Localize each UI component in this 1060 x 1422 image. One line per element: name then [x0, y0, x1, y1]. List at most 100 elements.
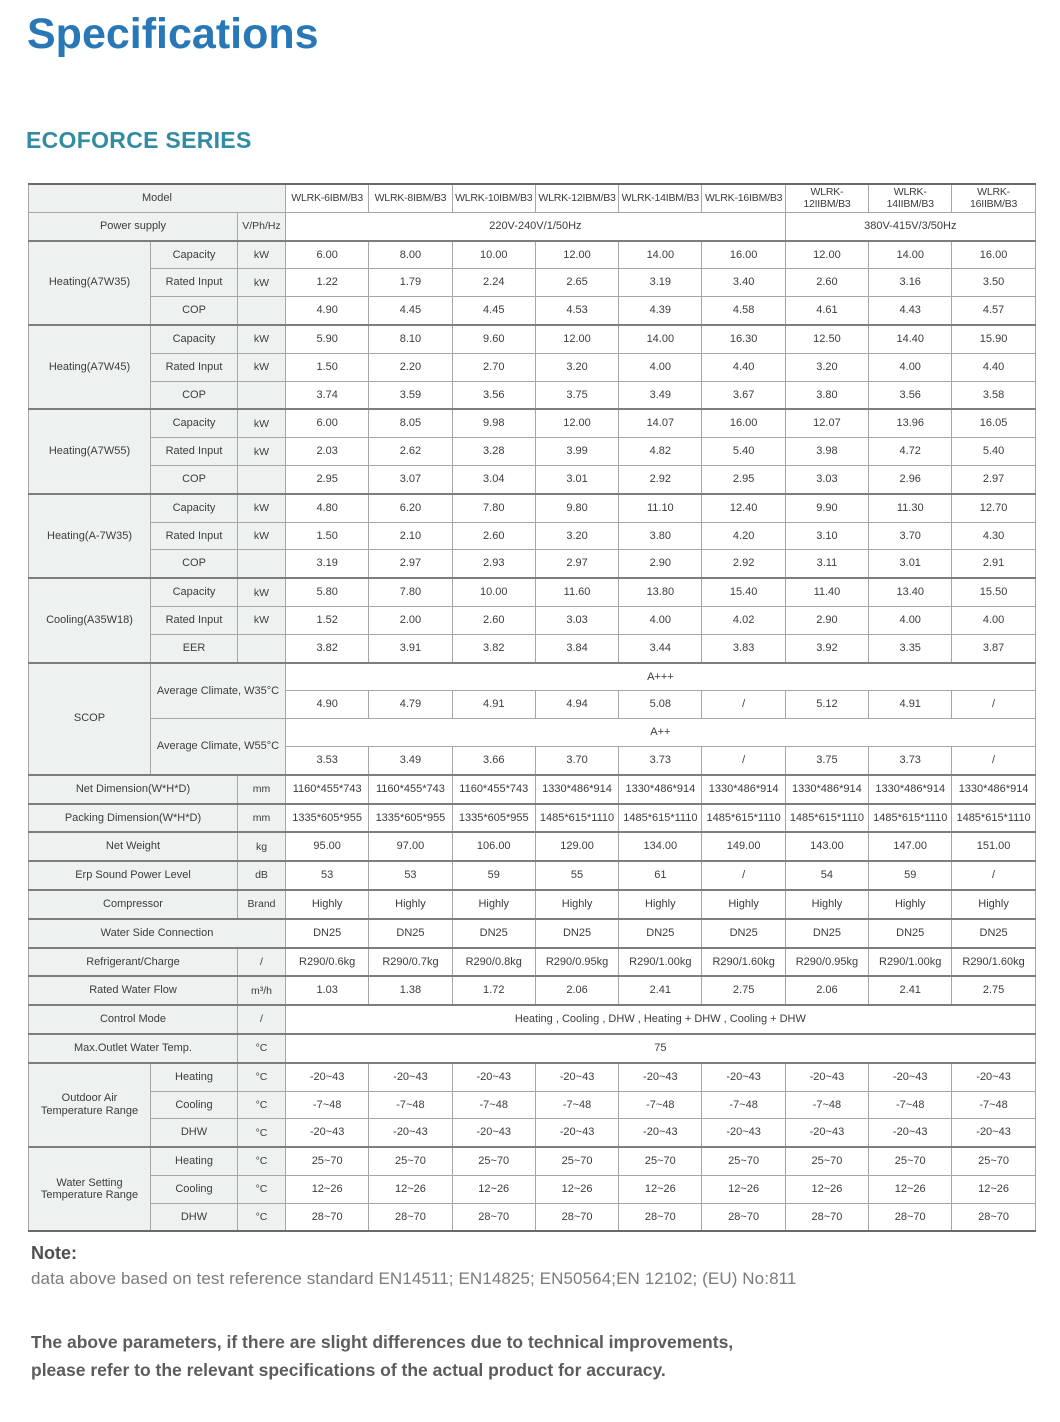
spec-value: 14.07 — [618, 408, 703, 439]
spec-value: / — [951, 860, 1036, 891]
row-label: Water Side Connection — [28, 917, 286, 949]
row-label: Net Dimension(W*H*D) — [28, 773, 238, 805]
spec-value: 147.00 — [868, 831, 953, 862]
page-title: Specifications — [27, 10, 319, 58]
spec-value: 2.97 — [951, 464, 1036, 495]
spec-value: 2.75 — [951, 975, 1036, 1006]
spec-value: 4.02 — [701, 605, 786, 635]
spec-value: 5.08 — [618, 690, 703, 720]
spec-value: 3.80 — [784, 380, 870, 410]
spec-value: 151.00 — [951, 831, 1036, 862]
spec-value: 14.00 — [868, 239, 953, 270]
spec-value: 3.82 — [284, 633, 370, 664]
note-text: data above based on test reference stand… — [31, 1269, 797, 1288]
spec-value: -20~43 — [784, 1118, 870, 1148]
row-unit: °C — [237, 1118, 286, 1148]
spec-value: R290/0.6kg — [284, 946, 370, 977]
spec-value: 4.43 — [868, 296, 953, 326]
row-label: Capacity — [150, 239, 238, 270]
row-label: Cooling — [150, 1174, 238, 1204]
spec-value: 4.61 — [784, 296, 870, 326]
row-label: Max.Outlet Water Temp. — [28, 1032, 238, 1064]
spec-value: 1485*615*1110 — [534, 802, 620, 833]
spec-value: 1.50 — [284, 352, 370, 382]
spec-value: 3.66 — [451, 745, 536, 776]
spec-value: 25~70 — [784, 1146, 870, 1176]
row-unit: °C — [237, 1032, 286, 1064]
spec-value: 4.40 — [951, 352, 1036, 382]
spec-value: -7~48 — [784, 1090, 870, 1120]
spec-value: DN25 — [618, 917, 703, 949]
spec-value: 2.92 — [618, 464, 703, 495]
spec-span-value: 75 — [285, 1032, 1036, 1064]
group-label: Heating(A7W45) — [28, 323, 151, 410]
spec-value: -20~43 — [784, 1061, 870, 1092]
spec-value: 4.00 — [951, 605, 1036, 635]
spec-value: 2.90 — [618, 549, 703, 579]
row-unit: / — [237, 1004, 286, 1035]
spec-table: Model WLRK-6IBM/B3 WLRK-8IBM/B3 WLRK-10IBM/… — [28, 183, 1036, 1233]
spec-value: -20~43 — [951, 1118, 1036, 1148]
spec-value: -7~48 — [868, 1090, 953, 1120]
spec-value: 8.00 — [368, 239, 453, 270]
spec-value: 3.10 — [784, 521, 870, 551]
spec-value: / — [701, 860, 786, 891]
spec-value: 4.57 — [951, 296, 1036, 326]
power-supply-single-phase: 220V-240V/1/50Hz — [285, 211, 786, 242]
row-unit: kW — [237, 268, 286, 298]
row-label: Heating — [150, 1061, 238, 1092]
row-unit — [237, 633, 286, 664]
spec-value: 1330*486*914 — [868, 773, 953, 805]
spec-value: 16.30 — [701, 323, 786, 354]
spec-value: 3.75 — [534, 380, 620, 410]
spec-value: -7~48 — [534, 1090, 620, 1120]
row-unit: kW — [237, 408, 286, 439]
spec-value: 4.00 — [618, 352, 703, 382]
row-label: Rated Input — [150, 352, 238, 382]
spec-value: 12.50 — [784, 323, 870, 354]
spec-value: 4.90 — [284, 690, 370, 720]
spec-value: -20~43 — [368, 1118, 453, 1148]
spec-value: 12.70 — [951, 492, 1036, 523]
row-label: COP — [150, 296, 238, 326]
row-unit: kW — [237, 239, 286, 270]
spec-value: R290/0.8kg — [451, 946, 536, 977]
row-label: DHW — [150, 1118, 238, 1148]
spec-value: 4.94 — [534, 690, 620, 720]
row-label: Capacity — [150, 577, 238, 607]
row-unit: kW — [237, 492, 286, 523]
spec-value: -20~43 — [534, 1118, 620, 1148]
spec-value: 28~70 — [701, 1202, 786, 1232]
spec-value: 3.99 — [534, 437, 620, 466]
spec-value: 1.52 — [284, 605, 370, 635]
spec-value: 3.20 — [534, 352, 620, 382]
spec-value: 4.00 — [868, 352, 953, 382]
row-label: Compressor — [28, 888, 238, 920]
spec-value: -7~48 — [368, 1090, 453, 1120]
spec-value: Highly — [534, 888, 620, 920]
spec-value: 28~70 — [618, 1202, 703, 1232]
row-unit: m³/h — [237, 975, 286, 1006]
spec-value: 25~70 — [868, 1146, 953, 1176]
spec-value: 2.06 — [534, 975, 620, 1006]
spec-value: 13.40 — [868, 577, 953, 607]
spec-value: 12.00 — [534, 408, 620, 439]
row-unit: kg — [237, 831, 286, 862]
spec-value: R290/0.95kg — [784, 946, 870, 977]
row-unit — [237, 549, 286, 579]
spec-value: 3.11 — [784, 549, 870, 579]
spec-value: 1485*615*1110 — [701, 802, 786, 833]
row-label: COP — [150, 380, 238, 410]
spec-value: Highly — [451, 888, 536, 920]
row-label: Erp Sound Power Level — [28, 860, 238, 891]
spec-value: DN25 — [701, 917, 786, 949]
spec-value: 4.45 — [451, 296, 536, 326]
disclaimer-line-1: The above parameters, if there are sligh… — [31, 1332, 734, 1352]
spec-value: 5.90 — [284, 323, 370, 354]
spec-value: 14.00 — [618, 239, 703, 270]
spec-value: / — [951, 690, 1036, 720]
power-supply-unit: V/Ph/Hz — [237, 211, 286, 242]
group-label: Heating(A7W35) — [28, 239, 151, 326]
power-supply-three-phase: 380V-415V/3/50Hz — [784, 211, 1036, 242]
spec-value: 12.00 — [534, 239, 620, 270]
